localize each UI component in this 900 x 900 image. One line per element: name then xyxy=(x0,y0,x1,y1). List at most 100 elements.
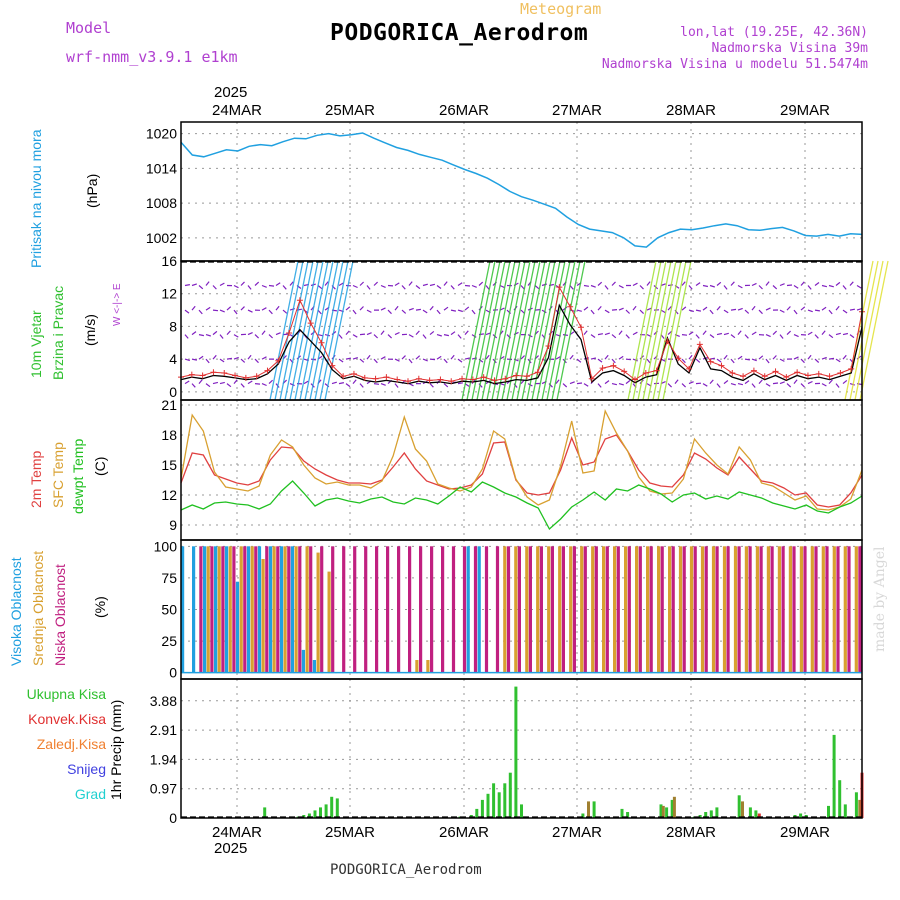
wind-gust-marker-21 xyxy=(405,378,411,385)
cloud-bar-2-6 xyxy=(254,546,258,673)
wind-gust-marker-51 xyxy=(729,370,736,377)
wind-gust-marker-15 xyxy=(340,373,347,380)
precip-bar-0-15 xyxy=(497,792,501,818)
cloud-bar-2-11 xyxy=(309,546,313,673)
cloud-bar-2-51 xyxy=(748,546,752,673)
y-tick-wind-0: 0 xyxy=(169,384,177,400)
wind-gust-marker-28 xyxy=(480,374,487,381)
precip-legend-hail: Grad xyxy=(74,786,106,802)
wind-line-1 xyxy=(180,285,863,382)
y-tick-precip-2: 1.94 xyxy=(150,751,177,767)
cloud-bar-2-2 xyxy=(210,546,214,673)
cloud-bar-1-46 xyxy=(689,546,694,673)
x-tick-bottom-29MAR: 29MAR xyxy=(780,824,830,841)
wind-arrow-row-2 xyxy=(184,330,861,339)
wind-gust-marker-31 xyxy=(513,372,520,379)
cloud-bar-2-45 xyxy=(682,546,686,673)
wind-arrow-row-4 xyxy=(184,281,862,290)
model-label: Model xyxy=(66,19,112,37)
cloud-bar-1-8 xyxy=(272,546,276,673)
cloud-bar-2-21 xyxy=(419,546,423,673)
panel-border-pressure xyxy=(180,121,863,262)
wind-gust-marker-5 xyxy=(232,372,239,379)
precip-bar-0-39 xyxy=(832,734,836,818)
cloud-bar-2-12 xyxy=(320,546,324,673)
cloud-bar-0-8 xyxy=(268,546,273,673)
cloud-bar-1-48 xyxy=(711,546,716,673)
footer-title: PODGORICA_Aerodrom xyxy=(330,862,482,878)
cloud-bar-0-4 xyxy=(224,546,229,673)
precip-bar-0-30 xyxy=(709,810,713,818)
wind-gust-marker-27 xyxy=(469,376,476,383)
cloud-bar-1-39 xyxy=(613,546,617,673)
wind-gust-marker-54 xyxy=(761,373,768,380)
wind-gust-marker-41 xyxy=(621,368,628,375)
cloud-bar-1-61 xyxy=(854,546,858,673)
precip-bar-0-11 xyxy=(475,808,479,818)
precip-legend-snow: Snijeg xyxy=(67,761,106,777)
y-tick-pressure-1: 1008 xyxy=(146,195,177,211)
x-tick-top-25MAR: 25MAR xyxy=(325,102,375,119)
cloud-bar-2-7 xyxy=(265,546,269,673)
cloud-bar-1-36 xyxy=(580,546,584,673)
wind-gust-marker-57 xyxy=(794,369,801,376)
precip-bar-1-1 xyxy=(661,805,665,818)
cloud-bar-2-23 xyxy=(441,546,445,673)
y-tick-wind-1: 4 xyxy=(169,351,177,367)
x-tick-top-28MAR: 28MAR xyxy=(666,102,716,119)
cloud-bar-1-30 xyxy=(514,546,518,673)
x-tick-bottom-25MAR: 25MAR xyxy=(325,824,375,841)
cloud-bar-2-41 xyxy=(638,546,642,673)
wind-gust-marker-58 xyxy=(804,372,811,379)
year-top: 2025 xyxy=(214,84,248,101)
cloud-bar-0-26 xyxy=(466,546,470,673)
precip-bar-0-29 xyxy=(704,812,708,818)
cloud-bar-2-32 xyxy=(539,546,543,673)
cloud-bar-2-30 xyxy=(517,546,521,673)
cloud-bar-1-47 xyxy=(700,546,705,673)
wind-gust-marker-4 xyxy=(221,370,228,377)
x-tick-bottom-24MAR: 24MAR xyxy=(212,824,262,841)
cloud-bar-2-43 xyxy=(660,546,664,673)
precip-bar-0-6 xyxy=(324,804,328,818)
cloud-bar-2-19 xyxy=(397,546,401,673)
cloud-bar-0-11 xyxy=(301,649,305,673)
cloud-bar-1-10 xyxy=(294,546,298,673)
precip-bar-0-18 xyxy=(514,686,518,818)
wind-band-1 xyxy=(461,260,586,401)
y-tick-clouds-3: 75 xyxy=(161,570,177,586)
wind-gust-marker-48 xyxy=(696,341,703,348)
wind-band-3 xyxy=(844,260,889,401)
wind-gust-marker-1 xyxy=(188,371,195,378)
wind-gust-marker-40 xyxy=(610,362,617,369)
x-tick-top-26MAR: 26MAR xyxy=(439,102,489,119)
cloud-bar-2-57 xyxy=(814,546,818,673)
wind-gust-marker-2 xyxy=(199,372,206,379)
precip-bar-0-21 xyxy=(592,801,596,818)
wind-gust-marker-36 xyxy=(567,303,574,310)
precip-bar-0-19 xyxy=(520,804,523,818)
cloud-bar-1-6 xyxy=(250,546,254,673)
y-tick-pressure-0: 1002 xyxy=(146,230,177,246)
cloud-bar-1-44 xyxy=(668,546,672,673)
precip-bar-0-38 xyxy=(827,805,830,818)
cloud-bar-2-9 xyxy=(287,546,291,673)
precip-bar-0-5 xyxy=(319,807,322,818)
cloud-bar-2-55 xyxy=(792,546,796,673)
cloud-bar-0-6 xyxy=(246,546,251,673)
cloud-bar-1-42 xyxy=(646,546,650,673)
x-tick-bottom-28MAR: 28MAR xyxy=(666,824,716,841)
x-tick-bottom-27MAR: 27MAR xyxy=(552,824,602,841)
cloud-bar-2-47 xyxy=(704,546,708,673)
cloud-bar-2-3 xyxy=(221,546,225,673)
cloud-bar-2-8 xyxy=(276,546,280,673)
cloud-bar-1-60 xyxy=(843,546,847,673)
precip-bar-0-41 xyxy=(843,804,847,818)
cloud-bar-0-0 xyxy=(181,546,185,673)
y-tick-temperature-4: 21 xyxy=(161,397,177,413)
precip-bar-0-8 xyxy=(335,798,339,818)
cloud-bar-2-56 xyxy=(803,546,807,673)
cloud-bar-1-50 xyxy=(733,546,738,673)
wind-gust-marker-56 xyxy=(783,374,790,381)
wind-gust-marker-60 xyxy=(826,373,833,380)
